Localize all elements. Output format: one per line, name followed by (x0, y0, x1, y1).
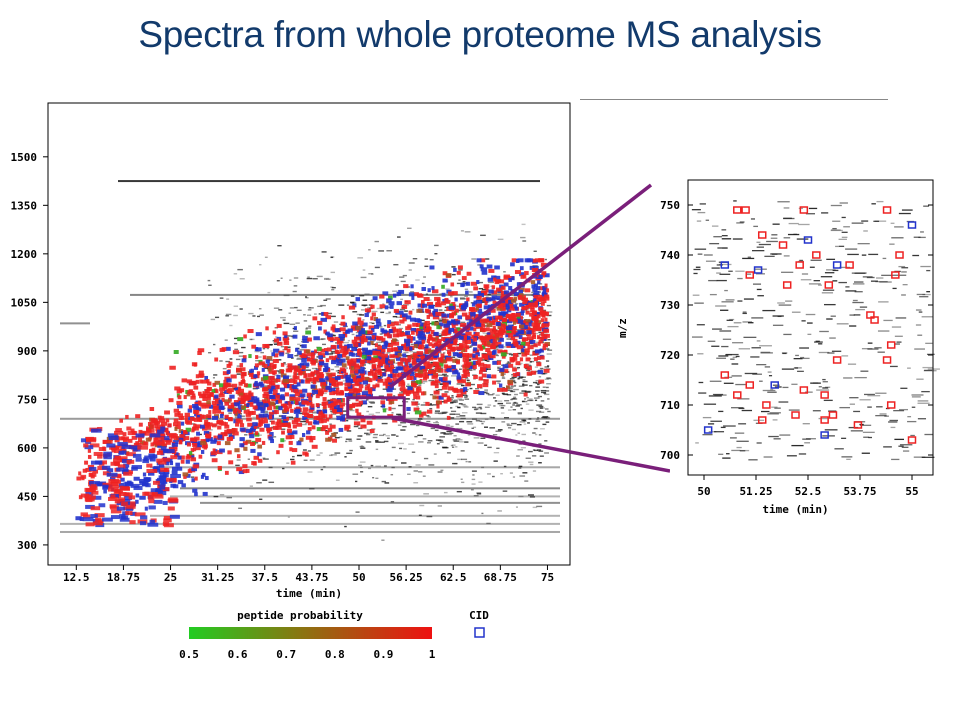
main-x-tick-label: 50 (352, 571, 365, 584)
cid-legend-label: CID (469, 609, 489, 622)
zoom-peptide-points (703, 206, 917, 444)
peptide-marker (733, 391, 742, 399)
peptide-marker (820, 391, 829, 399)
peptide-marker (799, 386, 809, 394)
peptide-marker (757, 416, 767, 424)
peptide-marker (812, 251, 821, 259)
main-y-tick-label: 1050 (11, 296, 38, 309)
zoom-ms1-background (691, 200, 940, 461)
probability-colorbar (189, 627, 432, 639)
peptide-marker (870, 316, 879, 324)
peptide-marker (745, 271, 755, 279)
peptide-marker (882, 206, 892, 214)
cid-marker (907, 221, 917, 229)
zoom-x-tick-label: 55 (905, 485, 918, 498)
colorbar-tick-label: 0.7 (276, 648, 296, 661)
zoom-region-box (346, 396, 406, 419)
cid-marker (720, 261, 730, 269)
zoom-y-tick-label: 710 (660, 399, 680, 412)
zoom-x-tick-label: 50 (697, 485, 710, 498)
peptide-marker (757, 231, 767, 239)
zoom-scatter-chart: 50 51.25 52.5 53.75 55 700 710 720 730 740 750 time… (616, 179, 940, 516)
cid-marker (803, 236, 813, 244)
peptide-marker (745, 381, 755, 389)
main-x-tick-label: 31.25 (201, 571, 234, 584)
main-x-tick-label: 37.5 (252, 571, 279, 584)
peptide-marker (845, 261, 854, 269)
peptide-marker (832, 356, 842, 364)
main-y-tick-label: 1500 (11, 151, 38, 164)
main-x-tick-label: 56.25 (390, 571, 423, 584)
main-x-tick-label: 18.75 (107, 571, 140, 584)
peptide-marker (782, 281, 792, 289)
zoom-y-tick-label: 750 (660, 199, 680, 212)
callout-line-bottom (391, 416, 670, 473)
peptide-marker (778, 241, 788, 249)
peptide-marker (741, 206, 750, 214)
main-y-tick-label: 750 (17, 393, 37, 406)
main-y-tick-label: 1350 (11, 199, 38, 212)
cid-marker (753, 266, 763, 274)
slide-title: Spectra from whole proteome MS analysis (138, 14, 822, 55)
zoom-y-tick-label: 700 (660, 449, 680, 462)
zoom-y-axis-label: m/z (616, 318, 629, 338)
main-x-tick-label: 43.75 (295, 571, 328, 584)
peptide-marker (886, 341, 896, 349)
peptide-marker (791, 411, 800, 419)
peptide-marker (882, 356, 892, 364)
cid-marker (770, 381, 779, 389)
zoom-x-axis-label: time (min) (762, 503, 828, 516)
zoom-x-tick-label: 52.5 (795, 485, 822, 498)
zoom-y-tick-label: 730 (660, 299, 680, 312)
peptide-marker (820, 416, 829, 424)
main-x-tick-label: 25 (164, 571, 177, 584)
peptide-marker (891, 271, 900, 279)
main-y-tick-label: 1200 (11, 248, 38, 261)
zoom-x-tick-label: 51.25 (739, 485, 772, 498)
zoom-callout-lines (388, 183, 670, 473)
main-y-tick-label: 450 (17, 490, 37, 503)
colorbar-tick-label: 0.8 (325, 648, 345, 661)
peptide-marker (795, 261, 804, 269)
peptide-marker (733, 206, 742, 214)
peptide-marker (895, 251, 904, 259)
peptide-marker (824, 281, 834, 289)
peptide-marker (828, 411, 838, 419)
zoom-y-tick-label: 740 (660, 249, 680, 262)
main-peptide-points (75, 258, 550, 528)
main-y-tick-label: 900 (17, 345, 37, 358)
peptide-marker (720, 371, 730, 379)
main-y-tick-label: 300 (17, 539, 37, 552)
zoom-y-tick-label: 720 (660, 349, 680, 362)
cid-legend-square (474, 627, 485, 638)
colorbar-tick-label: 1 (429, 648, 436, 661)
cid-marker (820, 431, 829, 439)
peptide-marker (762, 401, 771, 409)
legend-area: peptide probability 0.5 0.6 0.7 0.8 0.9 1 CID (179, 609, 489, 661)
main-y-tick-label: 600 (17, 442, 37, 455)
main-x-tick-label: 62.5 (440, 571, 467, 584)
colorbar-tick-label: 0.6 (228, 648, 248, 661)
cid-marker (703, 426, 713, 434)
peptide-marker (799, 206, 809, 214)
main-x-tick-label: 75 (541, 571, 554, 584)
main-x-tick-label: 12.5 (63, 571, 90, 584)
colorbar-title: peptide probability (237, 609, 363, 622)
callout-line-top (388, 183, 653, 389)
peptide-marker (907, 436, 917, 444)
zoom-x-tick-label: 53.75 (843, 485, 876, 498)
colorbar-tick-label: 0.9 (373, 648, 393, 661)
peptide-marker (886, 401, 896, 409)
peptide-marker (853, 421, 863, 429)
colorbar-tick-label: 0.5 (179, 648, 199, 661)
main-x-axis-label: time (min) (276, 587, 342, 600)
cid-marker (832, 261, 842, 269)
main-scatter-chart: 12.5 18.75 25 31.25 37.5 43.75 50 56.25 62.5 68.7… (11, 102, 571, 600)
main-x-tick-label: 68.75 (484, 571, 517, 584)
title-divider (580, 99, 888, 100)
